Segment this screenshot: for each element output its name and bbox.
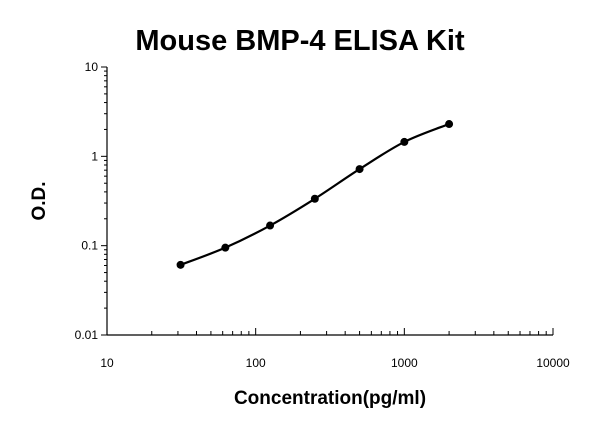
y-tick-label: 1 — [91, 149, 98, 163]
y-axis-ticks — [101, 66, 107, 336]
data-point — [400, 137, 409, 146]
data-point — [310, 194, 319, 203]
y-tick-label: 10 — [85, 60, 99, 74]
y-axis-label: O.D. — [29, 181, 50, 220]
x-tick-label: 10000 — [536, 356, 570, 370]
x-axis-ticks — [106, 328, 554, 335]
data-points — [176, 120, 454, 269]
y-axis-tick-labels: 0.01 0.1 1 10 — [75, 60, 99, 342]
y-tick-label: 0.1 — [81, 239, 98, 253]
data-point — [176, 260, 185, 269]
x-tick-label: 10 — [100, 356, 114, 370]
y-tick-label: 0.01 — [75, 328, 99, 342]
series-curve — [180, 122, 450, 266]
curve-layer — [180, 122, 450, 266]
plot-area: 0.01 0.1 1 10 10 100 1000 10000 — [75, 60, 570, 370]
x-tick-label: 100 — [246, 356, 266, 370]
x-tick-label: 1000 — [391, 356, 418, 370]
data-point — [221, 243, 230, 252]
x-axis-tick-labels: 10 100 1000 10000 — [100, 356, 570, 370]
x-axis-label: Concentration(pg/ml) — [234, 388, 426, 409]
chart-title: Mouse BMP-4 ELISA Kit — [135, 25, 465, 57]
data-point — [266, 221, 275, 230]
data-point — [445, 120, 454, 129]
data-point — [355, 165, 364, 174]
